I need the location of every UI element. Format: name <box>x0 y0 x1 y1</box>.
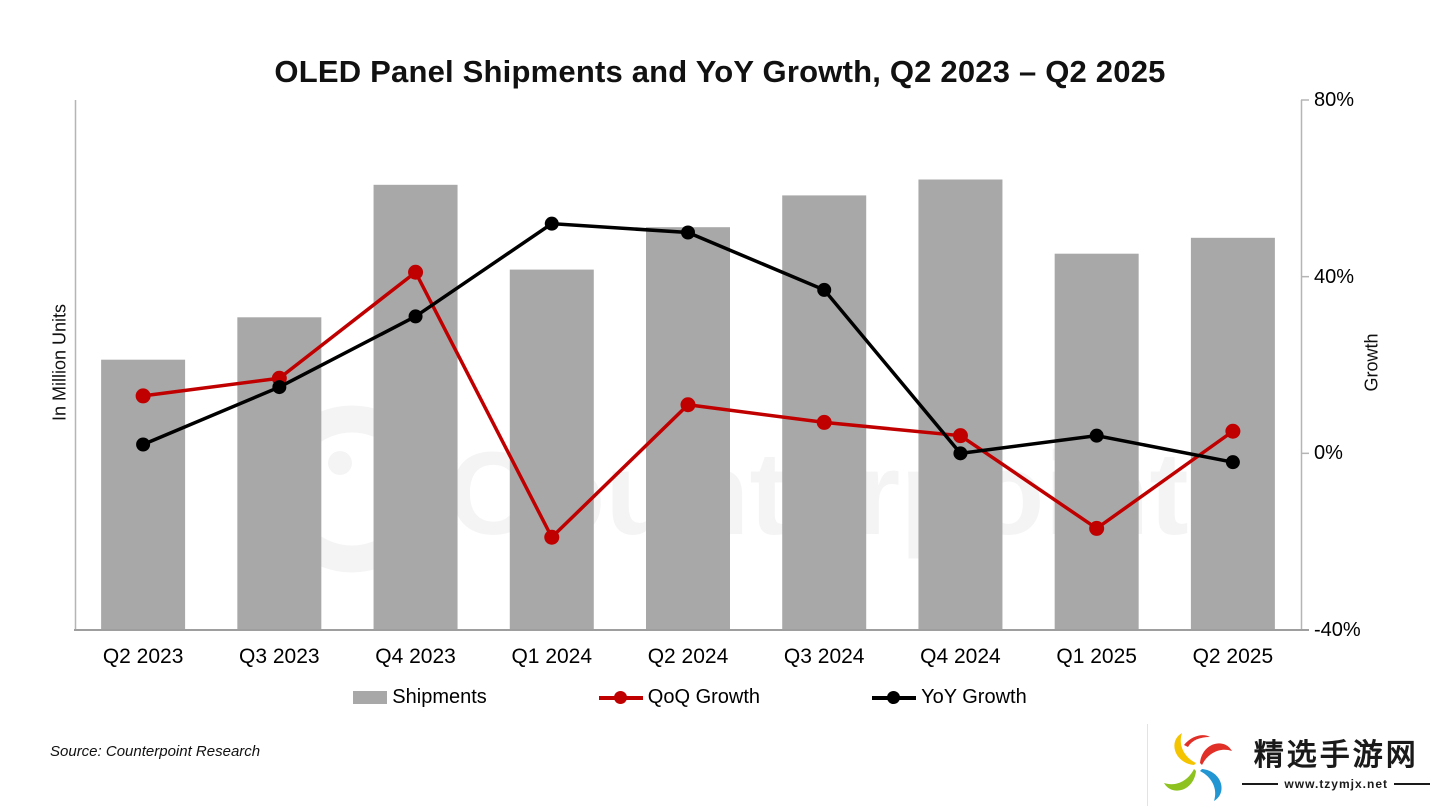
qoq-growth-marker-q4-2023 <box>408 264 424 280</box>
legend-item-yoy: YoY Growth <box>872 686 1027 709</box>
site-logo-name: 精选手游网 <box>1253 739 1419 772</box>
qoq-growth-marker-q2-2025 <box>1225 423 1241 439</box>
yoy-growth-marker-q4-2024 <box>953 446 968 461</box>
right-tick-label: 40% <box>1314 265 1355 288</box>
chart-legend: Shipments QoQ Growth YoY Growth <box>0 686 1410 709</box>
yoy-growth-marker-q2-2024 <box>681 225 695 240</box>
bar-q4-2024 <box>918 179 1003 630</box>
legend-item-qoq: QoQ Growth <box>598 686 761 709</box>
qoq-growth-marker-q3-2024 <box>816 414 832 430</box>
legend-label: QoQ Growth <box>647 686 761 708</box>
bar-q3-2023 <box>237 317 322 630</box>
x-tick-label: Q3 2024 <box>783 645 865 668</box>
x-tick-label: Q2 2025 <box>1192 645 1274 668</box>
qoq-growth-marker-q2-2024 <box>680 397 696 413</box>
x-tick-label: Q2 2024 <box>647 645 729 668</box>
bar-q4-2023 <box>373 184 458 631</box>
qoq-growth-marker-q1-2024 <box>544 529 560 545</box>
yoy-growth-marker-q1-2024 <box>544 216 559 231</box>
site-logo: 精选手游网 www.tzymjx.net <box>1147 724 1430 806</box>
x-tick-label: Q2 2023 <box>102 645 184 668</box>
legend-label: YoY Growth <box>921 686 1027 708</box>
site-logo-url-row: www.tzymjx.net <box>1242 777 1430 791</box>
x-tick-label: Q4 2024 <box>920 645 1001 668</box>
bar-q1-2024 <box>509 269 594 630</box>
x-axis-labels: Q2 2023 Q3 2023 Q4 2023 Q1 2024 Q2 2024 Q3 20… <box>0 644 1440 670</box>
qoq-growth-marker-q2-2023 <box>135 388 151 404</box>
legend-label: Shipments <box>392 686 487 708</box>
yoy-growth-marker-q3-2024 <box>817 282 832 297</box>
right-tick-label: 0% <box>1314 442 1343 465</box>
legend-swatch-bar-icon <box>353 691 388 704</box>
right-tick-label: -40% <box>1314 619 1361 641</box>
site-logo-url: www.tzymjx.net <box>1284 777 1388 791</box>
source-note: Source: Counterpoint Research <box>50 743 261 760</box>
url-dash-right <box>1394 783 1430 785</box>
bar-q2-2024 <box>646 227 730 630</box>
bar-q3-2024 <box>782 195 867 630</box>
pinwheel-logo-icon <box>1164 733 1233 801</box>
x-tick-label: Q1 2025 <box>1056 645 1137 668</box>
x-tick-label: Q4 2023 <box>375 645 456 668</box>
yoy-growth-marker-q2-2025 <box>1225 455 1240 470</box>
x-tick-label: Q1 2024 <box>511 645 593 668</box>
yoy-growth-marker-q3-2023 <box>272 380 287 395</box>
qoq-growth-marker-q1-2025 <box>1089 520 1105 536</box>
qoq-growth-marker-q4-2024 <box>952 428 968 444</box>
yoy-growth-marker-q1-2025 <box>1089 428 1104 443</box>
legend-swatch-yoy-line-icon <box>872 690 917 705</box>
url-dash-left <box>1242 783 1279 785</box>
legend-item-shipments: Shipments <box>353 686 487 709</box>
right-tick-label: 80% <box>1314 89 1355 111</box>
yoy-growth-marker-q4-2023 <box>408 309 423 324</box>
x-tick-label: Q3 2023 <box>239 645 320 668</box>
chart-title: OLED Panel Shipments and YoY Growth, Q2 … <box>274 54 1166 89</box>
yoy-growth-marker-q2-2023 <box>136 437 151 452</box>
legend-swatch-qoq-line-icon <box>598 690 643 705</box>
bar-q2-2023 <box>101 359 186 630</box>
